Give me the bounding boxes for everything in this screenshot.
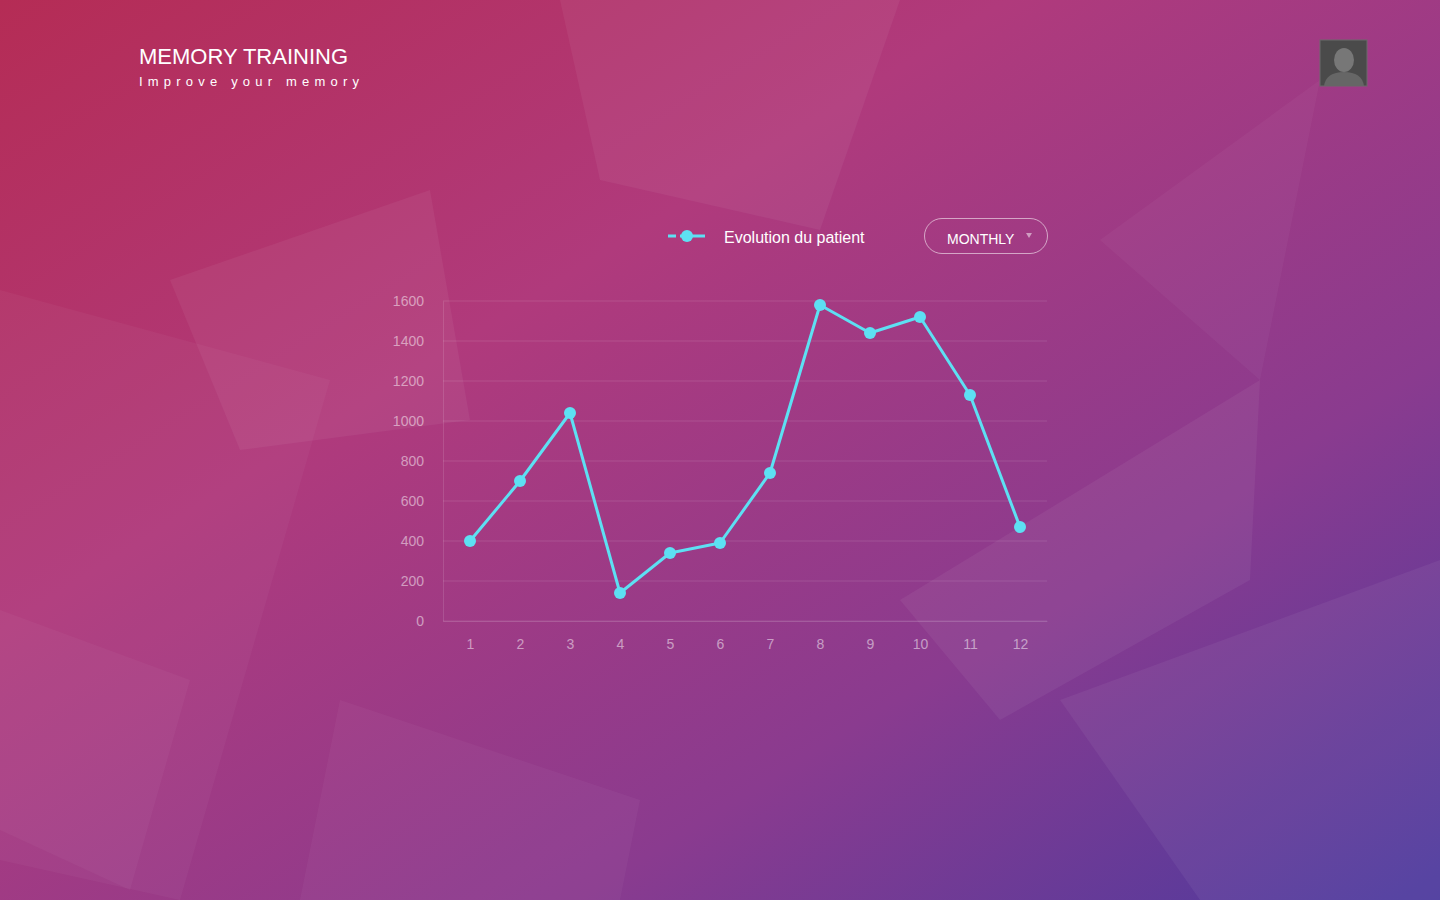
y-tick-label: 400 [401,533,425,549]
background-shape [300,700,640,900]
x-tick-label: 7 [767,636,775,652]
y-tick-label: 800 [401,453,425,469]
x-tick-label: 8 [817,636,825,652]
avatar-head[interactable] [1334,48,1354,72]
x-tick: 8 [817,621,825,652]
grid-line [443,541,1047,542]
point [564,407,576,419]
x-tick-label: 1 [467,636,475,652]
y-tick: 1200 [393,373,443,389]
x-tick: 7 [767,621,775,652]
x-tick: 5 [667,621,675,652]
x-tick: 10 [913,621,929,652]
legend: Evolution du patient [668,229,865,246]
avatar[interactable] [1320,40,1367,86]
grid-line [443,421,1047,422]
y-axis: 0 200 400 600 800 1000 1200 1400 1600 [393,293,444,629]
y-tick-label: 1400 [393,333,424,349]
page: MEMORY TRAININGImprove your memory020040… [0,0,1440,900]
grid-line [443,581,1047,582]
y-tick: 600 [401,493,443,509]
grid-line [443,381,1047,382]
page-title: MEMORY TRAINING [139,44,348,69]
background [0,0,1440,900]
y-tick-label: 200 [401,573,425,589]
y-tick: 1600 [393,293,443,309]
x-tick-label: 12 [1013,636,1029,652]
x-tick: 12 [1013,621,1029,652]
y-tick: 0 [416,613,443,629]
point [514,475,526,487]
y-tick-label: 1200 [393,373,424,389]
y-tick: 200 [401,573,443,589]
x-tick-label: 10 [913,636,929,652]
x-tick: 4 [617,621,625,652]
series-line [470,305,1020,593]
background-shape [1060,560,1440,900]
x-tick: 6 [717,621,725,652]
x-tick-label: 2 [517,636,525,652]
period-dropdown[interactable]: MONTHLY [925,219,1048,254]
y-tick-label: 0 [416,613,424,629]
grid-line [443,301,1047,302]
x-tick-label: 3 [567,636,575,652]
grid [443,301,1047,621]
point [614,587,626,599]
x-tick: 11 [963,621,978,652]
y-tick: 400 [401,533,443,549]
x-tick-label: 4 [617,636,625,652]
page-subtitle: Improve your memory [139,74,364,89]
background-shape [0,290,330,900]
grid-line [443,341,1047,342]
x-tick: 2 [517,621,525,652]
y-tick-label: 1600 [393,293,424,309]
y-axis-line [443,302,444,622]
x-tick-label: 11 [963,636,978,652]
x-tick-label: 6 [717,636,725,652]
avatar-body[interactable] [1324,72,1364,86]
x-tick-label: 9 [867,636,875,652]
point [814,299,826,311]
point [764,467,776,479]
background-shape [1100,80,1320,380]
legend-marker [681,230,693,242]
point [864,327,876,339]
dropdown-label[interactable]: MONTHLY [947,231,1015,247]
x-tick-label: 5 [667,636,675,652]
point [964,389,976,401]
dropdown-arrow[interactable] [1026,233,1032,238]
y-tick-label: 1000 [393,413,424,429]
x-axis-line [444,621,1048,622]
plot-area [464,299,1026,599]
grid-line [443,621,1047,622]
background-shape [560,0,900,230]
legend-label: Evolution du patient [724,229,865,246]
grid-line [443,501,1047,502]
point [714,537,726,549]
point [1014,521,1026,533]
point [464,535,476,547]
y-tick-label: 600 [401,493,425,509]
dropdown-frame[interactable] [925,219,1048,254]
x-tick: 3 [567,621,575,652]
x-tick: 1 [467,621,475,652]
avatar-frame[interactable] [1320,40,1367,86]
background-shape [0,610,190,890]
y-tick: 800 [401,453,443,469]
y-tick: 1400 [393,333,443,349]
point [664,547,676,559]
x-axis: 123456789101112 [444,621,1048,652]
x-tick: 9 [867,621,875,652]
y-tick: 1000 [393,413,443,429]
point [914,311,926,323]
background-shapes [0,0,1440,900]
